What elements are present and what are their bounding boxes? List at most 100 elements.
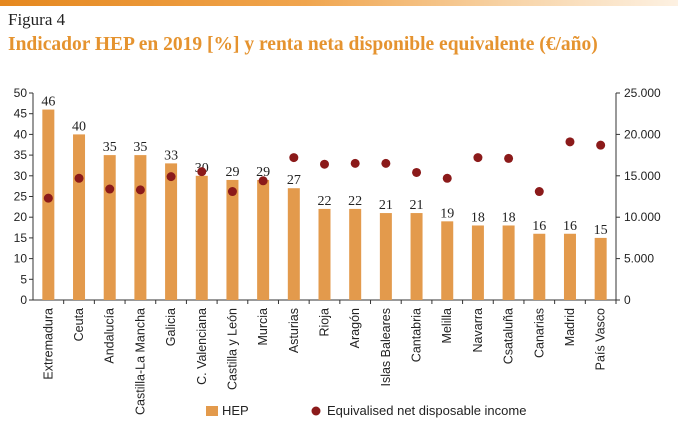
bar-hep — [103, 155, 116, 300]
income-point — [504, 153, 514, 163]
income-point — [412, 167, 422, 177]
category-label: Canarias — [532, 308, 546, 358]
bar-value-label: 29 — [225, 165, 239, 180]
left-tick-label: 35 — [14, 148, 28, 162]
left-tick-label: 25 — [14, 190, 28, 204]
left-tick-label: 15 — [14, 231, 28, 245]
income-point — [289, 153, 299, 163]
left-tick-label: 10 — [14, 252, 28, 266]
right-tick-label: 20.000 — [624, 127, 661, 141]
income-point — [596, 140, 606, 150]
legend-label-hep: HEP — [222, 403, 249, 418]
bar-value-label: 22 — [318, 194, 332, 209]
bar-hep — [42, 109, 55, 300]
income-point — [43, 193, 53, 203]
income-point — [442, 173, 452, 183]
bar-hep — [134, 155, 147, 300]
category-label: Extremadura — [41, 308, 55, 380]
category-label: País Vasco — [594, 308, 608, 370]
category-label: Rioja — [318, 308, 332, 337]
category-label: Islas Baleares — [379, 308, 393, 387]
bar-value-label: 22 — [348, 194, 362, 209]
left-tick-label: 5 — [20, 272, 27, 286]
income-point — [473, 153, 483, 163]
income-point — [258, 176, 268, 186]
bar-value-label: 35 — [103, 140, 117, 155]
bar-value-label: 18 — [502, 210, 516, 225]
bar-hep — [349, 208, 362, 300]
category-label: Cantabria — [410, 308, 424, 362]
bar-hep — [195, 175, 208, 300]
category-label: Melilla — [440, 308, 454, 343]
category-label: Asturias — [287, 308, 301, 353]
category-label: Andalucía — [103, 308, 117, 364]
right-tick-label: 25.000 — [624, 86, 661, 100]
income-point — [197, 167, 207, 177]
bar-hep — [471, 225, 484, 300]
category-label: Murcia — [256, 308, 270, 346]
legend-label-income: Equivalised net disposable income — [327, 403, 526, 418]
bar-hep — [563, 233, 576, 300]
income-point — [350, 158, 360, 168]
bar-hep — [257, 179, 270, 300]
bar-value-label: 33 — [164, 148, 178, 163]
bar-value-label: 21 — [379, 198, 393, 213]
category-label: Castilla-La Mancha — [133, 308, 147, 415]
right-tick-label: 10.000 — [624, 210, 661, 224]
bar-hep — [226, 179, 239, 300]
bar-hep — [594, 237, 607, 300]
category-label: Navarra — [471, 308, 485, 353]
income-point — [227, 187, 237, 197]
bar-value-label: 19 — [440, 206, 454, 221]
income-point — [565, 137, 575, 147]
right-tick-label: 15.000 — [624, 169, 661, 183]
income-point — [381, 158, 391, 168]
chart-title: Indicador HEP en 2019 [%] y renta neta d… — [8, 34, 598, 55]
bar-hep — [73, 134, 86, 300]
bar-hep — [287, 188, 300, 300]
bar-value-label: 27 — [287, 173, 301, 188]
bar-hep — [502, 225, 515, 300]
bar-hep — [441, 221, 454, 300]
bar-value-label: 16 — [563, 219, 577, 234]
bar-value-label: 21 — [410, 198, 424, 213]
income-point — [74, 173, 84, 183]
left-tick-label: 50 — [14, 86, 28, 100]
bar-value-label: 40 — [72, 119, 86, 134]
left-tick-label: 0 — [20, 293, 27, 307]
left-tick-label: 20 — [14, 210, 28, 224]
category-label: C. Valenciana — [195, 308, 209, 385]
right-tick-label: 5.000 — [624, 252, 654, 266]
title-accent-bar — [0, 0, 678, 6]
income-point — [320, 159, 329, 169]
bar-value-label: 35 — [133, 140, 147, 155]
left-tick-label: 40 — [14, 127, 28, 141]
income-point — [534, 187, 544, 197]
legend-swatch-hep — [206, 406, 218, 416]
left-tick-label: 45 — [14, 107, 28, 121]
bar-hep — [318, 208, 331, 300]
bar-hep — [533, 233, 546, 300]
category-label: Madrid — [563, 308, 577, 346]
left-tick-label: 30 — [14, 169, 28, 183]
category-label: Galicia — [164, 308, 178, 346]
legend-swatch-income — [311, 406, 321, 416]
bar-hep — [379, 213, 392, 300]
right-tick-label: 0 — [624, 293, 631, 307]
figure-label: Figura 4 — [8, 10, 66, 29]
income-point — [135, 185, 145, 195]
bar-value-label: 15 — [594, 223, 608, 238]
income-point — [105, 184, 115, 194]
bar-value-label: 29 — [256, 165, 270, 180]
category-label: Aragón — [348, 308, 362, 348]
bar-value-label: 16 — [532, 219, 546, 234]
income-point — [166, 172, 176, 182]
bar-value-label: 18 — [471, 210, 485, 225]
bar-hep — [410, 213, 423, 300]
bar-hep — [165, 163, 178, 300]
category-label: Castilla y León — [225, 308, 239, 390]
bar-value-label: 46 — [41, 95, 55, 110]
category-label: Ceuta — [72, 308, 86, 341]
category-label: Csataluña — [502, 308, 516, 364]
